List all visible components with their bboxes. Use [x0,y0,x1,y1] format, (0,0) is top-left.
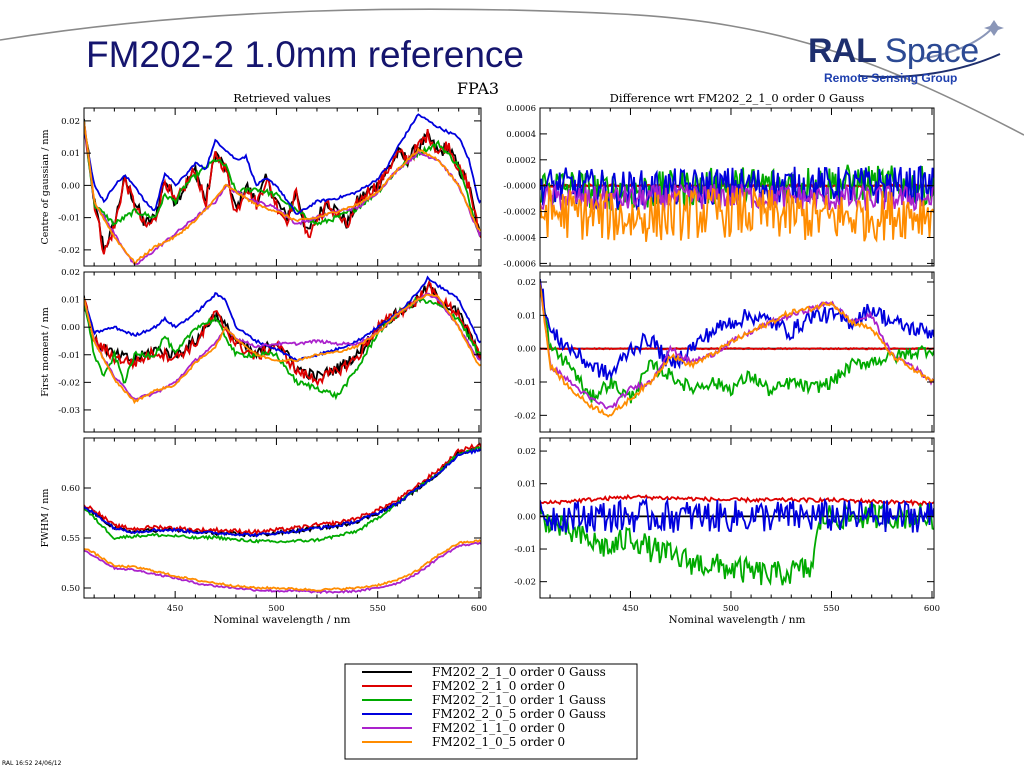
series-line-2 [540,493,934,507]
series-line-6 [84,293,481,405]
ytick-label: -0.01 [58,214,80,224]
series-group [84,442,481,595]
ytick-label: 0.0002 [506,156,536,166]
series-group [540,278,934,418]
series-line-2 [84,280,481,387]
left-xlabel: Nominal wavelength / nm [214,614,351,626]
right-column-title: Difference wrt FM202_2_1_0 order 0 Gauss [610,91,865,105]
series-line-4 [540,496,934,533]
ytick-label: 0.01 [517,480,536,490]
slide-title: FM202-2 1.0mm reference [86,34,525,75]
logo-wordmark-bold: RAL [808,32,876,70]
logo-wordmark: RAL Space [808,32,979,71]
ytick-label: 0.02 [517,447,536,457]
ytick-label: 0.00 [61,323,80,333]
logo-wordmark-light: Space [884,32,979,70]
ytick-label: 0.00 [517,345,536,355]
logo-swoosh-icon [859,20,1004,79]
series-line-5 [540,281,934,410]
ral-space-logo: RAL Space Remote Sensing Group [800,14,1010,86]
ylabel: FWHM / nm [40,489,51,548]
ytick-label: 0.01 [61,296,80,306]
series-line-6 [540,185,934,243]
ytick-label: -0.0002 [503,208,536,218]
xtick-label: 500 [268,604,284,614]
xtick-label: 450 [622,604,638,614]
ytick-label: -0.03 [58,406,80,416]
logo-subtitle: Remote Sensing Group [824,71,958,85]
panel-frame [539,107,935,267]
footer-timestamp: RAL 16:52 24/06/12 [2,760,62,767]
ytick-label: -0.01 [58,351,80,361]
series-line-6 [540,284,934,418]
series-line-2 [84,124,481,255]
ytick-label: 0.02 [517,278,536,288]
ylabel: Centre of gaussian / nm [40,129,51,244]
xtick-label: 450 [167,604,183,614]
series-line-1 [84,445,481,538]
series-line-3 [540,503,934,587]
xtick-label: 500 [723,604,739,614]
ytick-label: -0.02 [58,246,80,256]
ytick-label: 0.0006 [506,104,536,114]
panel-frame [83,271,482,433]
panel-centre-retrieved: 0.02 0.01 0.00 -0.01 -0.02 Centre of gaussian… [40,107,482,267]
series-line-3 [540,281,934,404]
xtick-label: 550 [370,604,386,614]
panel-fwhm-retrieved: 0.60 0.55 0.50 450 500 550 600 FWHM / nm [40,437,487,614]
series-line-4 [540,278,934,381]
right-xlabel: Nominal wavelength / nm [669,614,806,626]
series-group [540,164,934,243]
series-line-4 [84,113,481,215]
ytick-label: 0.01 [61,149,80,159]
panel-fwhm-difference: 0.02 0.01 0.00 -0.01 -0.02 450 500 550 600 [514,437,940,614]
series-line-4 [84,275,481,363]
ytick-label: 0.00 [517,512,536,522]
panel-centre-difference: 0.0006 0.0004 0.0002 -0.0000 -0.0002 -0.0004 -… [503,104,935,269]
ytick-label: -0.0000 [503,182,536,192]
series-line-4 [84,448,481,538]
ytick-label: 0.55 [61,534,80,544]
ytick-label: -0.0004 [503,234,536,244]
panel-frame [83,437,482,599]
panel-frame [539,437,935,599]
panel-frame [83,107,482,267]
series-group [84,275,481,405]
ytick-label: 0.0004 [506,130,536,140]
series-line-6 [84,539,481,592]
panel-moment-difference: 0.02 0.01 0.00 -0.01 -0.02 [514,271,935,433]
series-line-5 [84,541,481,595]
series-line-2 [84,442,481,536]
ytick-label: 0.02 [61,117,80,127]
series-line-6 [84,121,481,265]
panel-frame [539,271,935,433]
series-group [540,493,934,587]
ytick-label: -0.02 [514,411,536,421]
series-group [84,113,481,266]
series-line-2 [540,346,934,351]
panel-moment-retrieved: 0.02 0.01 0.00 -0.01 -0.02 -0.03 First moment … [40,268,482,433]
left-column-title: Retrieved values [233,91,331,105]
ytick-label: -0.0006 [503,259,536,269]
series-line-1 [84,118,481,253]
figure-suptitle: FPA3 [457,79,499,98]
ytick-label: 0.02 [61,268,80,278]
ytick-label: 0.60 [61,484,80,494]
ytick-label: -0.01 [514,378,536,388]
xtick-label: 550 [823,604,839,614]
xtick-label: 600 [924,604,940,614]
ytick-label: -0.01 [514,545,536,555]
ytick-label: -0.02 [514,578,536,588]
ytick-label: 0.50 [61,584,80,594]
ylabel: First moment / nm [40,307,51,397]
ytick-label: 0.01 [517,311,536,321]
xtick-label: 600 [471,604,487,614]
ytick-label: -0.02 [58,378,80,388]
ytick-label: 0.00 [61,181,80,191]
